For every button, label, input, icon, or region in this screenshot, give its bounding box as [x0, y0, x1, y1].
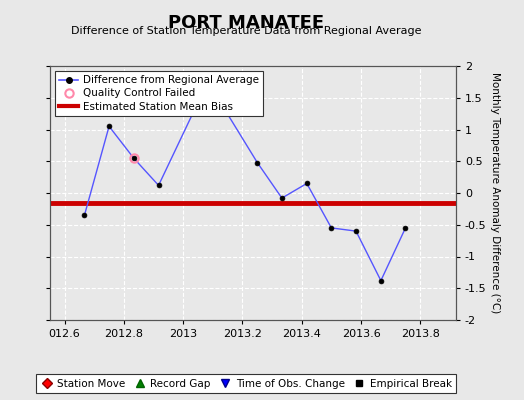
Text: Berkeley Earth: Berkeley Earth [379, 380, 456, 390]
Text: Difference of Station Temperature Data from Regional Average: Difference of Station Temperature Data f… [71, 26, 421, 36]
Legend: Station Move, Record Gap, Time of Obs. Change, Empirical Break: Station Move, Record Gap, Time of Obs. C… [36, 374, 456, 393]
Text: PORT MANATEE: PORT MANATEE [168, 14, 324, 32]
Y-axis label: Monthly Temperature Anomaly Difference (°C): Monthly Temperature Anomaly Difference (… [490, 72, 500, 314]
Legend: Difference from Regional Average, Quality Control Failed, Estimated Station Mean: Difference from Regional Average, Qualit… [55, 71, 263, 116]
